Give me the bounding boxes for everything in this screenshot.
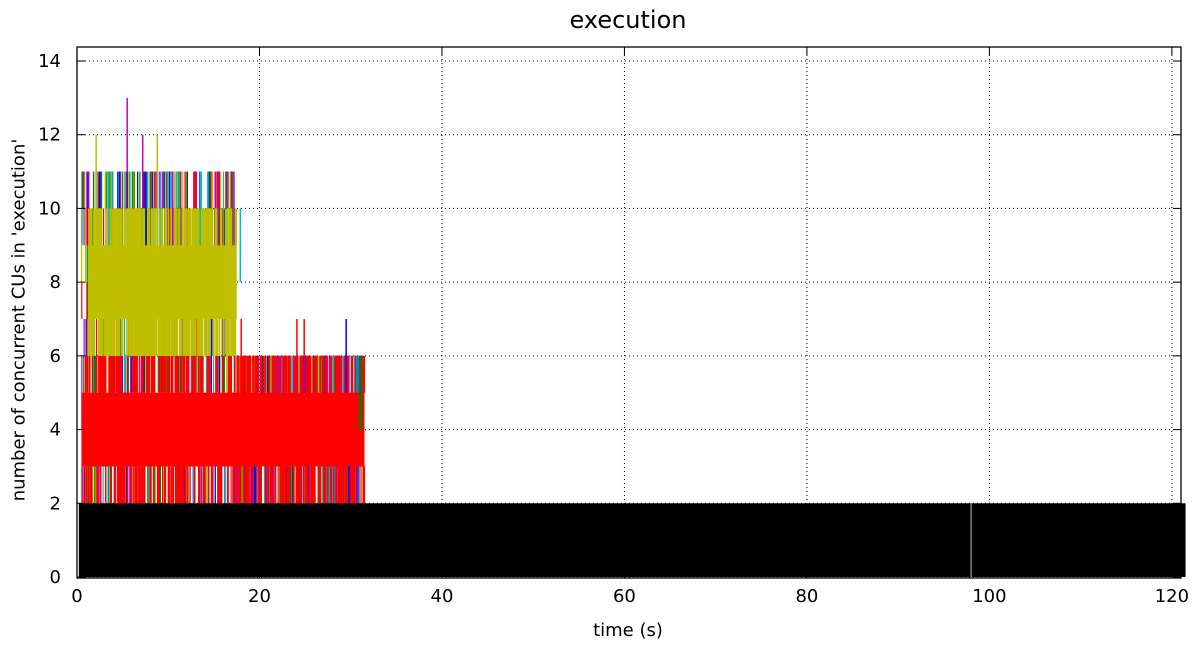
chart-title: execution: [569, 6, 687, 34]
y-tick-label: 2: [50, 493, 61, 514]
x-tick-label: 120: [1155, 586, 1189, 607]
axes-frame: [76, 46, 1182, 579]
y-tick-label: 14: [38, 51, 61, 72]
series-band: [81, 392, 365, 467]
series-band: [87, 245, 237, 319]
x-tick-label: 100: [972, 586, 1006, 607]
x-tick-label: 20: [248, 586, 271, 607]
y-tick-label: 12: [38, 125, 61, 146]
y-tick-label: 10: [38, 198, 61, 219]
x-tick-label: 60: [613, 586, 636, 607]
series-band: [78, 503, 1186, 577]
x-tick-label: 0: [71, 586, 82, 607]
x-axis-label: time (s): [593, 620, 663, 641]
y-tick-label: 8: [50, 272, 61, 293]
y-tick-label: 4: [50, 420, 61, 441]
x-tick-label: 40: [431, 586, 454, 607]
x-tick-label: 80: [795, 586, 818, 607]
y-tick-label: 6: [50, 346, 61, 367]
y-tick-label: 0: [50, 567, 61, 588]
y-axis-label: number of concurrent CUs in 'execution': [8, 138, 30, 502]
